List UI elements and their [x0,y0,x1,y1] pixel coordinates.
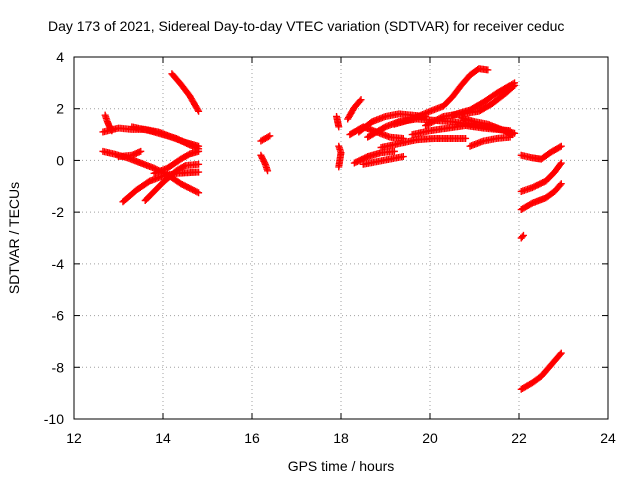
data-point [195,168,203,176]
x-tick-label: 24 [600,430,616,446]
y-tick-label: -10 [44,411,64,427]
y-tick-label: -4 [52,256,65,272]
data-point [195,147,203,155]
series-arc-10 [257,132,274,145]
data-point [518,233,526,241]
y-tick-labels: -10 -8 -6 -4 -2 0 2 4 [44,49,64,427]
data-point [557,180,565,188]
data-point [462,134,470,142]
data-point [484,66,492,74]
data-point [509,80,517,88]
data-points [99,65,565,393]
y-axis-label: SDTVAR / TECUs [6,182,22,294]
data-point [264,133,272,141]
data-point [335,163,343,171]
data-point [195,107,203,115]
series-arc-04 [115,147,145,161]
series-arc-30 [517,231,527,242]
data-point [266,132,274,140]
data-point [180,162,188,170]
x-tick-label: 16 [244,430,260,446]
data-point [556,181,564,189]
axis-ticks [73,56,609,420]
y-tick-label: -8 [52,359,65,375]
series-arc-13 [335,142,345,171]
data-point [261,159,269,167]
data-point [438,113,446,121]
data-point [195,189,203,197]
data-point [556,160,564,168]
series-arc-27 [517,142,565,163]
series-arc-25 [466,133,514,150]
series-arc-17 [359,153,407,168]
series-arc-26 [457,114,516,139]
y-tick-label: 4 [56,49,64,65]
data-point [556,350,564,358]
data-point [137,147,145,155]
data-point [193,188,201,196]
data-point [508,131,516,139]
data-point [194,106,202,114]
series-arc-29 [517,180,565,214]
series-arc-06 [128,123,203,153]
series-arc-20 [377,134,470,151]
x-tick-label: 14 [155,430,171,446]
series-arc-09 [168,70,203,115]
data-point [195,160,203,168]
data-point [390,147,398,155]
data-point [357,96,365,104]
data-point [557,142,565,150]
y-tick-label: 2 [56,101,64,117]
series-arc-24 [448,79,519,119]
x-tick-label: 18 [333,430,349,446]
data-point [557,349,565,357]
data-point [511,79,519,87]
y-tick-label: -6 [52,308,65,324]
series-arc-28 [517,159,565,195]
y-tick-label: -2 [52,204,65,220]
data-point [264,167,272,175]
series-arc-08 [150,147,203,177]
data-point [356,97,364,105]
x-axis-label: GPS time / hours [288,458,395,474]
x-tick-label: 22 [511,430,527,446]
x-tick-labels: 12 14 16 18 20 22 24 [66,430,616,446]
series-arc-31 [517,349,565,393]
y-tick-label: 0 [56,152,64,168]
chart-title: Day 173 of 2021, Sidereal Day-to-day VTE… [48,18,564,34]
series-arc-14 [344,96,365,123]
series-arc-21 [390,65,492,128]
data-point [519,231,527,239]
data-point [556,143,564,151]
series-arc-07 [141,160,203,205]
data-point [335,123,343,131]
x-tick-label: 12 [66,430,82,446]
series-arc-11 [257,151,272,175]
data-point [399,153,407,161]
x-tick-label: 20 [422,430,438,446]
series-arc-12 [333,112,343,131]
data-point [557,159,565,167]
